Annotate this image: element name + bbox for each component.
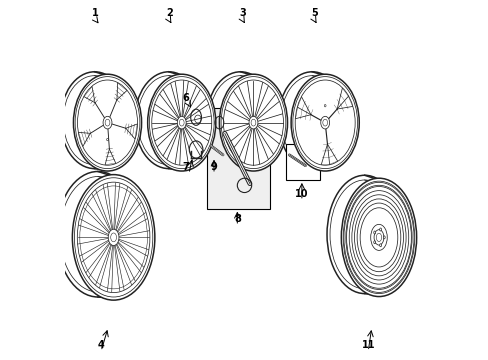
Ellipse shape [147, 74, 215, 171]
Ellipse shape [73, 74, 142, 171]
Ellipse shape [373, 230, 383, 245]
Text: 11: 11 [361, 340, 374, 350]
Text: 2: 2 [165, 8, 172, 18]
Text: 9: 9 [210, 162, 217, 172]
Ellipse shape [72, 175, 155, 300]
Text: 10: 10 [295, 189, 308, 199]
Ellipse shape [290, 74, 359, 171]
Bar [285, 144, 319, 180]
Bar [206, 108, 269, 209]
Text: 6: 6 [182, 93, 188, 103]
Ellipse shape [177, 116, 186, 129]
Ellipse shape [373, 231, 375, 234]
Ellipse shape [219, 74, 287, 171]
Text: 4: 4 [98, 340, 104, 350]
Ellipse shape [108, 229, 119, 246]
Text: 1: 1 [92, 8, 99, 18]
Text: 7: 7 [182, 162, 188, 172]
Ellipse shape [373, 241, 375, 244]
Ellipse shape [383, 236, 385, 239]
Ellipse shape [379, 244, 381, 247]
Text: 3: 3 [239, 8, 245, 18]
Ellipse shape [248, 116, 257, 129]
Ellipse shape [341, 178, 416, 297]
Text: 8: 8 [233, 215, 240, 224]
Ellipse shape [379, 228, 381, 231]
Ellipse shape [320, 116, 329, 129]
Text: 5: 5 [310, 8, 317, 18]
Ellipse shape [103, 116, 112, 129]
